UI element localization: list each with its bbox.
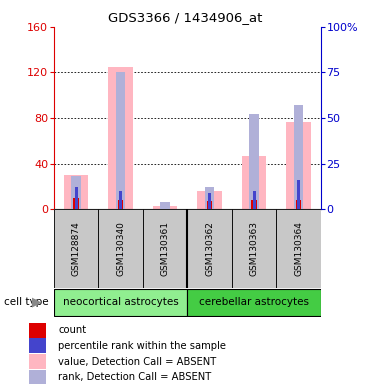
Bar [205, 187, 214, 209]
Bar [207, 201, 212, 209]
Bar [249, 114, 259, 209]
Bar [187, 209, 232, 288]
Text: cerebellar astrocytes: cerebellar astrocytes [199, 297, 309, 308]
Text: rank, Detection Call = ABSENT: rank, Detection Call = ABSENT [58, 372, 211, 382]
Text: GSM130362: GSM130362 [205, 221, 214, 276]
Bar [64, 175, 88, 209]
Text: ▶: ▶ [32, 296, 42, 309]
Text: GSM130361: GSM130361 [161, 221, 170, 276]
Text: GDS3366 / 1434906_at: GDS3366 / 1434906_at [108, 11, 263, 24]
Bar [297, 180, 300, 209]
Bar [118, 200, 123, 209]
Bar [252, 200, 257, 209]
Bar [29, 338, 46, 353]
Text: GSM130340: GSM130340 [116, 221, 125, 276]
Text: value, Detection Call = ABSENT: value, Detection Call = ABSENT [58, 357, 217, 367]
Bar [73, 198, 79, 209]
Bar [197, 191, 222, 209]
Bar [208, 193, 211, 209]
Bar [294, 105, 303, 209]
Text: cell type: cell type [4, 297, 48, 308]
Text: count: count [58, 325, 86, 335]
Text: percentile rank within the sample: percentile rank within the sample [58, 341, 226, 351]
Bar [119, 191, 122, 209]
Bar [286, 121, 311, 209]
Bar [160, 202, 170, 209]
Bar [143, 209, 187, 288]
Bar [98, 209, 143, 288]
Bar [54, 209, 98, 288]
Text: GSM128874: GSM128874 [72, 221, 81, 276]
Text: neocortical astrocytes: neocortical astrocytes [63, 297, 178, 308]
Bar [71, 177, 81, 209]
Bar [253, 191, 256, 209]
Bar [29, 370, 46, 384]
Bar [116, 73, 125, 209]
Bar [187, 289, 321, 316]
Bar [54, 289, 187, 316]
Bar [232, 209, 276, 288]
Text: GSM130364: GSM130364 [294, 221, 303, 276]
Bar [108, 67, 133, 209]
Bar [153, 206, 177, 209]
Bar [296, 200, 301, 209]
Bar [75, 187, 78, 209]
Bar [29, 323, 46, 338]
Bar [276, 209, 321, 288]
Bar [29, 354, 46, 369]
Bar [242, 156, 266, 209]
Text: GSM130363: GSM130363 [250, 221, 259, 276]
